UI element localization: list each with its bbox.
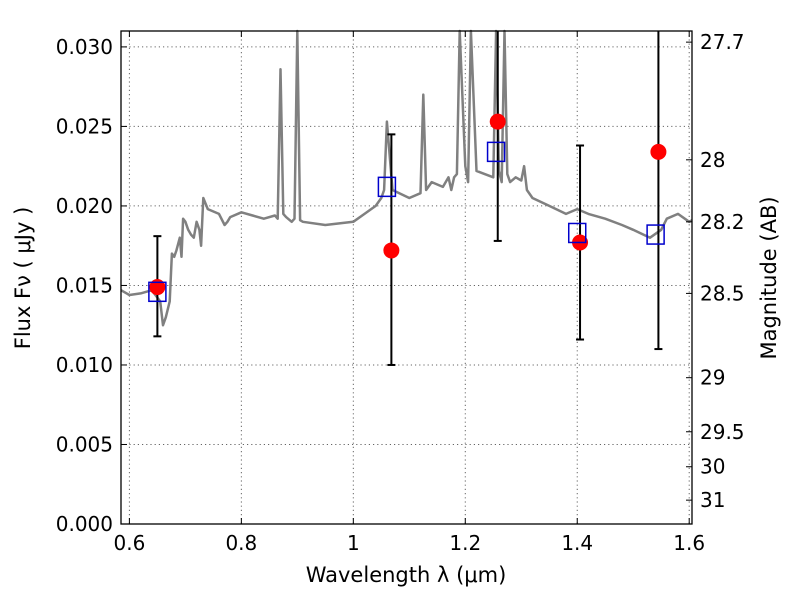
model-band-layer: [148, 141, 665, 303]
y-tick-label: 0.025: [56, 114, 113, 138]
model-spectrum-layer: [120, 29, 693, 327]
y2-tick-label: 30: [700, 455, 725, 479]
y2-axis-label: Magnitude (AB): [757, 196, 781, 359]
model-band-marker: [646, 224, 665, 245]
x-tick-label: 1: [347, 531, 360, 555]
y2-tick-labels: 27.7 28 28.2 28.5 29 29.5 30 31: [700, 30, 745, 512]
y2-tick-label: 28.5: [700, 281, 745, 305]
tick-marks: [121, 31, 692, 525]
grid: [121, 31, 692, 524]
y-tick-labels: 0.000 0.005 0.010 0.015 0.020 0.025 0.030: [56, 35, 113, 536]
observed-point: [489, 113, 506, 130]
model-spectrum-line: [120, 29, 693, 327]
y-tick-label: 0.020: [56, 194, 113, 218]
y2-tick-label: 28.2: [700, 210, 745, 234]
observed-point: [149, 279, 166, 296]
y2-tick-label: 27.7: [700, 30, 745, 54]
y-axis-label: Flux Fν ( μJy ): [11, 207, 35, 350]
y2-tick-label: 29: [700, 366, 725, 390]
observed-point: [383, 242, 400, 259]
x-tick-label: 1.4: [561, 531, 593, 555]
model-band-marker: [567, 222, 587, 244]
model-band-marker: [148, 281, 167, 303]
plot-frame: [120, 30, 693, 525]
x-tick-label: 1.6: [673, 531, 705, 555]
observed-points-layer: [149, 113, 667, 296]
x-tick-label: 0.8: [225, 531, 257, 555]
x-tick-label: 0.6: [113, 531, 145, 555]
model-band-marker: [377, 176, 397, 198]
y2-tick-label: 31: [700, 488, 725, 512]
x-tick-labels: 0.6 0.8 1 1.2 1.4 1.6: [113, 531, 705, 555]
x-axis-label: Wavelength λ (μm): [306, 563, 507, 587]
y-tick-label: 0.010: [56, 353, 113, 377]
x-tick-label: 1.2: [449, 531, 481, 555]
y2-tick-label: 28: [700, 148, 725, 172]
y-tick-label: 0.030: [56, 35, 113, 59]
y-tick-label: 0.015: [56, 273, 113, 297]
observed-point: [650, 143, 667, 160]
y2-tick-label: 29.5: [700, 420, 745, 444]
y-tick-label: 0.000: [56, 512, 113, 536]
model-band-marker: [486, 141, 506, 163]
y-tick-label: 0.005: [56, 432, 113, 456]
